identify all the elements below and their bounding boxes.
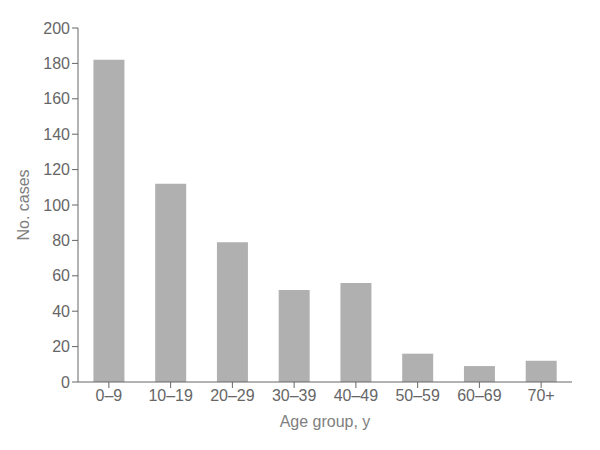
svg-text:180: 180 [43,55,70,72]
svg-text:200: 200 [43,20,70,37]
svg-text:50–59: 50–59 [395,387,440,404]
svg-text:70+: 70+ [528,387,555,404]
svg-text:60: 60 [52,267,70,284]
svg-text:0–9: 0–9 [96,387,123,404]
svg-text:Age group, y: Age group, y [280,413,371,430]
svg-text:20: 20 [52,338,70,355]
svg-text:0: 0 [61,374,70,391]
svg-text:140: 140 [43,126,70,143]
svg-text:10–19: 10–19 [148,387,193,404]
svg-text:120: 120 [43,161,70,178]
svg-text:160: 160 [43,90,70,107]
svg-text:80: 80 [52,232,70,249]
svg-text:60–69: 60–69 [457,387,502,404]
svg-text:40: 40 [52,303,70,320]
svg-text:30–39: 30–39 [272,387,317,404]
svg-text:100: 100 [43,197,70,214]
svg-text:No. cases: No. cases [15,169,32,240]
svg-text:40–49: 40–49 [334,387,379,404]
svg-text:20–29: 20–29 [210,387,255,404]
